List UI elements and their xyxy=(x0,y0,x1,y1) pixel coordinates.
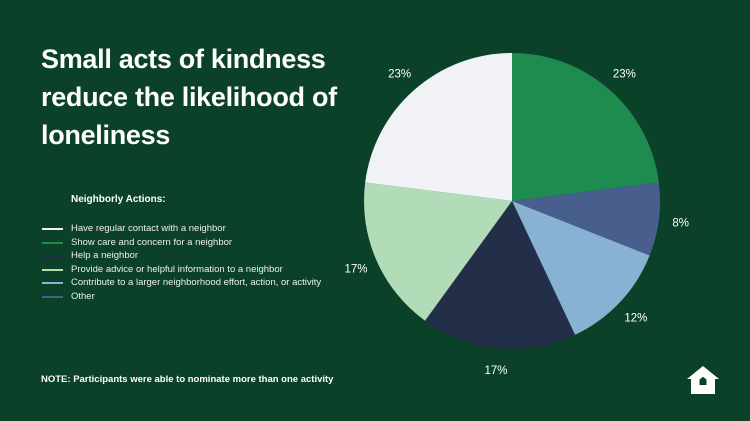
legend-label: Other xyxy=(71,290,95,302)
pie-slice xyxy=(364,182,512,321)
chart-title: Small acts of kindness reduce the likeli… xyxy=(41,44,337,150)
legend-swatch xyxy=(42,268,63,271)
legend-item-advice: Provide advice or helpful information to… xyxy=(42,263,332,277)
slice-data-label: 17% xyxy=(484,365,507,377)
legend: Neighborly Actions: Have regular contact… xyxy=(42,194,332,303)
pie-slice xyxy=(425,201,576,349)
legend-heading: Neighborly Actions: xyxy=(71,194,166,205)
pie-slice xyxy=(512,201,650,335)
slice-data-label: 17% xyxy=(344,264,367,276)
slice-data-label: 23% xyxy=(388,69,411,81)
legend-label: Contribute to a larger neighborhood effo… xyxy=(71,277,322,288)
legend-label: Help a neighbor xyxy=(71,250,139,261)
legend-item-care-concern: Show care and concern for a neighbor xyxy=(42,236,332,250)
slice-data-label: 12% xyxy=(624,312,647,324)
slice-data-label: 8% xyxy=(672,217,689,229)
legend-swatch xyxy=(42,295,63,298)
legend-item-regular-contact: Have regular contact with a neighbor xyxy=(42,222,332,236)
slice-data-label: 23% xyxy=(613,69,636,81)
legend-label: Have regular contact with a neighbor xyxy=(71,223,226,234)
legend-item-contribute: Contribute to a larger neighborhood effo… xyxy=(42,276,332,290)
legend-item-help-neighbor: Help a neighbor xyxy=(42,249,332,263)
legend-swatch xyxy=(42,282,63,284)
legend-swatch xyxy=(42,241,63,244)
pie-slice xyxy=(365,53,512,201)
legend-item-other: Other xyxy=(42,290,332,304)
legend-label: Show care and concern for a neighbor xyxy=(71,236,233,248)
pie-slice xyxy=(512,53,659,201)
legend-label: Provide advice or helpful information to… xyxy=(71,263,283,275)
pie-slice xyxy=(512,182,660,256)
home-icon xyxy=(687,366,719,394)
legend-swatch xyxy=(42,255,63,257)
footnote: NOTE: Participants were able to nominate… xyxy=(41,374,334,385)
legend-swatch xyxy=(42,228,63,230)
